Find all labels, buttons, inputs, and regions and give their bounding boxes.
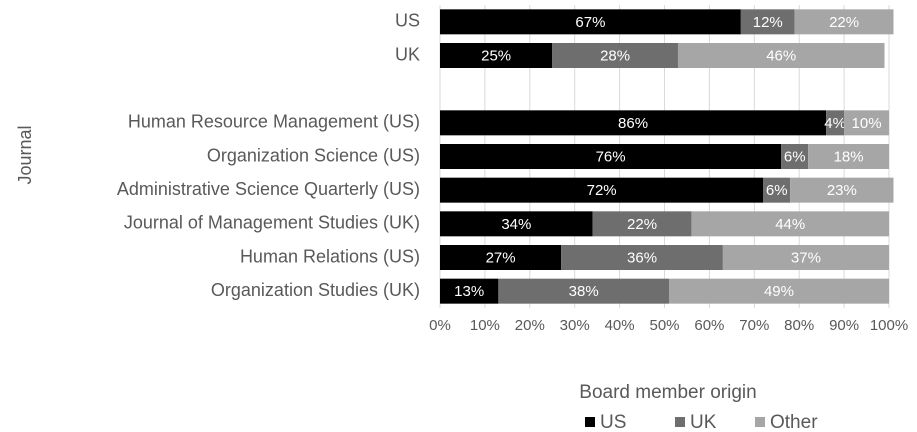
x-tick-label: 10% xyxy=(470,317,500,334)
y-tick-label: US xyxy=(395,11,420,31)
y-tick-label: Organization Studies (UK) xyxy=(211,280,420,300)
data-label: 10% xyxy=(852,115,882,132)
bar-segment xyxy=(592,211,692,237)
bar-segment xyxy=(561,245,723,270)
bar-segment xyxy=(668,278,889,304)
x-tick-label: 20% xyxy=(515,317,545,334)
y-tick-label: UK xyxy=(395,44,420,64)
data-label: 67% xyxy=(575,14,605,31)
y-tick-label: Organization Science (US) xyxy=(207,145,420,165)
bar-segment xyxy=(440,144,782,169)
legend-swatch xyxy=(585,417,595,427)
data-label: 86% xyxy=(618,115,648,132)
data-label: 36% xyxy=(627,249,657,266)
bar-segment xyxy=(440,245,562,270)
legend-label: US xyxy=(600,412,626,432)
y-axis-label: Journal xyxy=(15,125,35,184)
legend-swatch xyxy=(755,417,765,427)
data-label: 13% xyxy=(454,283,484,300)
x-tick-label: 70% xyxy=(739,317,769,334)
x-tick-label: 40% xyxy=(605,317,635,334)
x-tick-label: 0% xyxy=(429,317,451,334)
data-label: 37% xyxy=(791,249,821,266)
x-tick-label: 100% xyxy=(870,317,908,334)
bar-segment xyxy=(781,144,809,169)
data-label: 46% xyxy=(766,47,796,64)
data-label: 27% xyxy=(486,249,516,266)
y-tick-label: Administrative Science Quarterly (US) xyxy=(117,179,420,199)
data-label: 6% xyxy=(784,148,806,165)
legend-label: UK xyxy=(690,412,717,432)
bar-segment xyxy=(440,9,741,35)
bar-segment xyxy=(440,177,764,203)
data-label: 6% xyxy=(766,182,788,199)
bar-segment xyxy=(440,43,553,68)
x-tick-label: 50% xyxy=(649,317,679,334)
x-tick-label: 90% xyxy=(829,317,859,334)
data-label: 25% xyxy=(481,47,511,64)
x-tick-label: 30% xyxy=(560,317,590,334)
data-label: 49% xyxy=(764,283,794,300)
bar-segment xyxy=(691,211,889,237)
y-tick-label: Human Resource Management (US) xyxy=(128,112,420,132)
bar-segment xyxy=(722,245,889,270)
data-label: 44% xyxy=(775,216,805,233)
bar-segment xyxy=(677,43,885,68)
data-label: 22% xyxy=(627,216,657,233)
data-label: 4% xyxy=(824,115,846,132)
bar-segment xyxy=(498,278,669,304)
data-label: 22% xyxy=(829,14,859,31)
legend-label: Other xyxy=(770,412,818,432)
bar-segment xyxy=(808,144,889,169)
x-tick-label: 60% xyxy=(694,317,724,334)
bar-segment xyxy=(740,9,795,35)
data-label: 18% xyxy=(834,148,864,165)
data-label: 23% xyxy=(827,182,857,199)
bar-segment xyxy=(790,177,894,203)
bar-segment xyxy=(794,9,894,35)
data-label: 72% xyxy=(587,182,617,199)
y-tick-label: Human Relations (US) xyxy=(240,246,420,266)
bar-segment xyxy=(826,110,845,136)
bar-segment xyxy=(440,110,827,136)
bar-segment xyxy=(844,110,889,136)
legend-swatch xyxy=(675,417,685,427)
y-tick-label: Journal of Management Studies (UK) xyxy=(124,213,420,233)
data-label: 28% xyxy=(600,47,630,64)
data-label: 76% xyxy=(596,148,626,165)
data-label: 34% xyxy=(501,216,531,233)
data-label: 38% xyxy=(569,283,599,300)
bar-segment xyxy=(440,278,499,304)
bar-segment xyxy=(552,43,678,68)
bar-segment xyxy=(440,211,593,237)
data-label: 12% xyxy=(753,14,783,31)
bar-segment xyxy=(763,177,791,203)
legend-title: Board member origin xyxy=(579,382,756,403)
x-tick-label: 80% xyxy=(784,317,814,334)
